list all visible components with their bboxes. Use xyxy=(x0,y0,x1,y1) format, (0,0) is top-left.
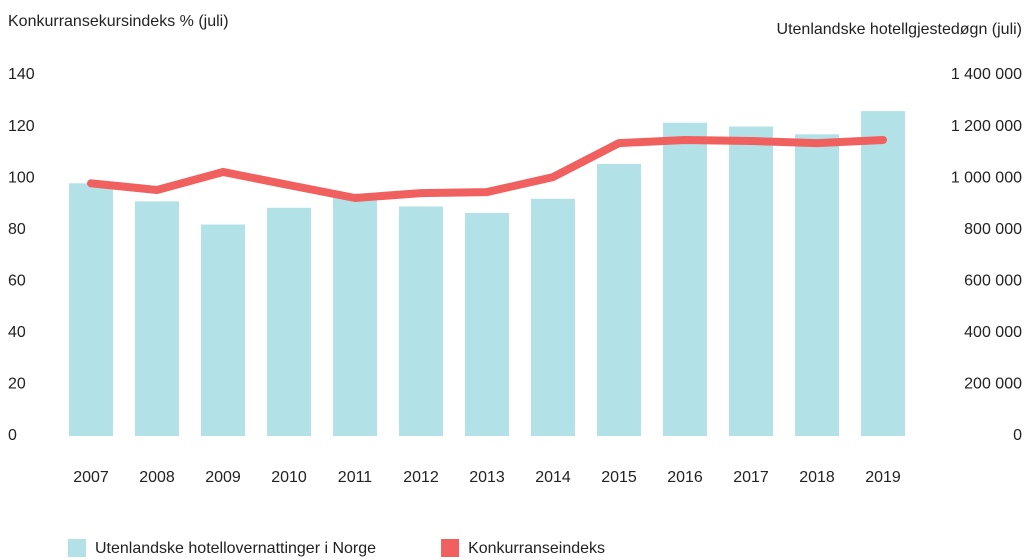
y-tick-label: 40 xyxy=(8,324,26,341)
x-tick-label: 2019 xyxy=(865,469,901,486)
legend-swatch xyxy=(441,539,460,557)
y2-tick-label: 1 000 000 xyxy=(951,169,1022,186)
bar xyxy=(333,197,377,436)
bar xyxy=(135,201,179,436)
bar xyxy=(201,224,245,436)
legend-label: Utenlandske hotellovernattinger i Norge xyxy=(95,540,376,557)
x-tick-label: 2009 xyxy=(205,469,241,486)
x-tick-label: 2010 xyxy=(271,469,307,486)
y2-tick-label: 1 400 000 xyxy=(951,66,1022,83)
x-tick-label: 2011 xyxy=(338,469,373,486)
legend-label: Konkurranseindeks xyxy=(468,540,605,557)
bar xyxy=(729,126,773,437)
bar xyxy=(399,206,443,436)
bar xyxy=(597,163,641,437)
y-axis-title: Konkurransekursindeks % (juli) xyxy=(8,13,229,30)
legend-swatch xyxy=(68,539,86,557)
bar xyxy=(795,134,839,437)
x-tick-label: 2015 xyxy=(601,469,637,486)
x-tick-label: 2008 xyxy=(139,469,175,486)
x-tick-label: 2013 xyxy=(469,469,505,486)
bar xyxy=(663,122,707,436)
bar xyxy=(861,111,905,436)
bar xyxy=(531,198,575,436)
y2-tick-label: 400 000 xyxy=(964,324,1022,341)
y2-tick-label: 0 xyxy=(1013,427,1022,444)
y-tick-label: 140 xyxy=(8,66,35,83)
x-tick-label: 2014 xyxy=(535,469,571,486)
y-tick-label: 80 xyxy=(8,221,26,238)
bar xyxy=(267,207,311,436)
y2-tick-label: 600 000 xyxy=(964,273,1022,290)
x-tick-label: 2016 xyxy=(667,469,703,486)
bar xyxy=(69,183,113,436)
bar xyxy=(465,212,509,436)
x-tick-label: 2007 xyxy=(73,469,109,486)
y-tick-label: 60 xyxy=(8,273,26,290)
y2-tick-label: 200 000 xyxy=(964,376,1022,393)
x-tick-label: 2018 xyxy=(799,469,835,486)
x-tick-label: 2012 xyxy=(403,469,439,486)
y-tick-label: 100 xyxy=(8,169,35,186)
y-tick-label: 120 xyxy=(8,118,35,135)
y2-axis-title: Utenlandske hotellgjestedøgn (juli) xyxy=(777,21,1022,38)
y-tick-label: 0 xyxy=(8,427,17,444)
y-tick-label: 20 xyxy=(8,376,26,393)
y2-tick-label: 1 200 000 xyxy=(951,118,1022,135)
y2-tick-label: 800 000 xyxy=(964,221,1022,238)
line xyxy=(87,135,887,202)
x-tick-label: 2017 xyxy=(733,469,769,486)
